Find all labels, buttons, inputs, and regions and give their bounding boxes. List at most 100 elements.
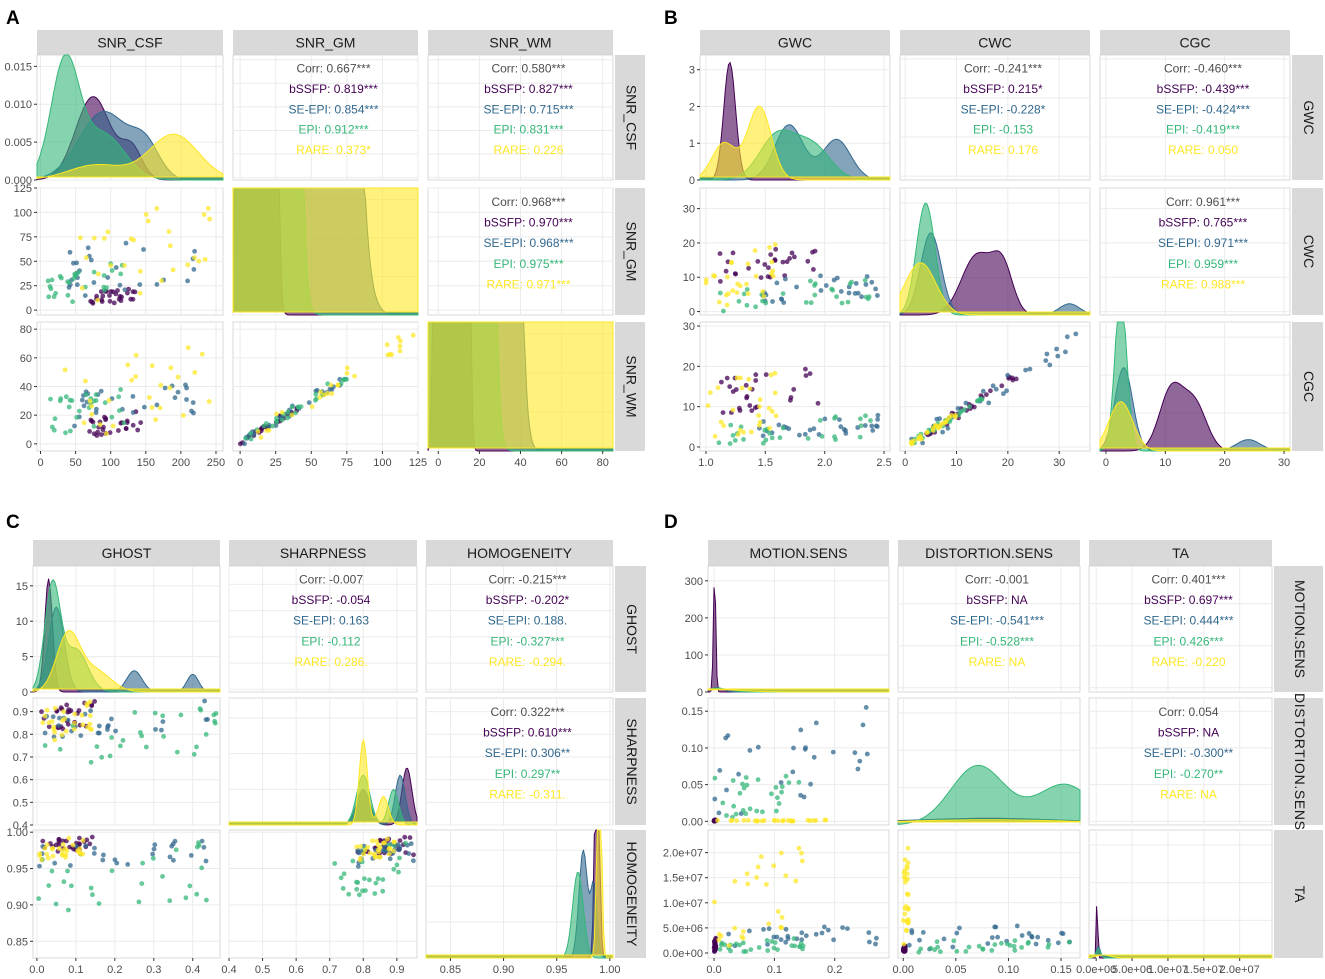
point-rare bbox=[370, 838, 375, 844]
density-epi bbox=[897, 764, 1081, 825]
point-rare bbox=[321, 392, 327, 398]
point-se-epi bbox=[1014, 923, 1020, 929]
point-bssfp bbox=[789, 250, 795, 256]
point-se-epi bbox=[783, 939, 789, 945]
point-epi bbox=[46, 294, 52, 300]
point-se-epi bbox=[986, 400, 992, 406]
point-epi bbox=[67, 397, 73, 403]
point-rare bbox=[108, 263, 114, 268]
point-epi bbox=[808, 300, 814, 306]
point-epi bbox=[118, 271, 124, 277]
point-rare bbox=[735, 281, 740, 287]
cell-2-1: 0 10 20 30 bbox=[899, 321, 1091, 469]
point-se-epi bbox=[941, 936, 947, 942]
cell-2-1: 0.4 0.5 0.6 0.7 0.8 0.9 bbox=[221, 829, 418, 976]
point-se-epi bbox=[306, 400, 312, 405]
point-epi bbox=[107, 753, 113, 759]
y-tick-label: 0.015 bbox=[4, 61, 32, 73]
point-epi bbox=[743, 775, 749, 780]
point-bssfp bbox=[107, 293, 112, 298]
point-se-epi bbox=[845, 926, 850, 931]
row-strip-label: DISTORTION.SENS bbox=[1292, 693, 1308, 830]
y-tick-label: 0 bbox=[26, 439, 32, 451]
point-rare bbox=[45, 855, 51, 861]
cell-1-2: Corr: 0.054 bSSFP: NA SE-EPI: -0.300** EPI:… bbox=[1088, 697, 1273, 826]
point-se-epi bbox=[72, 423, 77, 429]
x-tick-label: 0 bbox=[1103, 457, 1109, 469]
point-epi bbox=[71, 276, 77, 281]
point-epi bbox=[94, 744, 100, 749]
point-se-epi bbox=[154, 282, 160, 287]
point-se-epi bbox=[153, 727, 158, 732]
point-bssfp bbox=[99, 432, 104, 437]
point-se-epi bbox=[870, 428, 876, 433]
point-rare bbox=[309, 404, 315, 410]
point-bssfp bbox=[111, 300, 117, 306]
column-strip bbox=[428, 30, 613, 55]
corr-corr: Corr: 0.322*** bbox=[490, 705, 564, 719]
x-tick-label: 2.0e+07 bbox=[1220, 964, 1260, 976]
point-rare bbox=[741, 429, 746, 435]
row-strip bbox=[615, 322, 645, 451]
point-epi bbox=[152, 710, 158, 716]
point-rare bbox=[779, 915, 785, 920]
density-rare bbox=[228, 738, 418, 826]
point-bssfp bbox=[397, 838, 403, 843]
point-rare bbox=[712, 433, 718, 439]
point-epi bbox=[966, 944, 972, 950]
row-strip-label: TA bbox=[1292, 886, 1308, 904]
point-rare bbox=[101, 236, 107, 241]
point-se-epi bbox=[985, 941, 991, 946]
point-epi bbox=[74, 415, 79, 420]
point-epi bbox=[178, 712, 184, 718]
point-epi bbox=[730, 778, 736, 783]
y-tick-label: 30 bbox=[683, 321, 695, 333]
point-epi bbox=[211, 712, 217, 718]
point-bssfp bbox=[99, 299, 105, 304]
point-se-epi bbox=[408, 841, 414, 847]
cell-0-0: 0 1 2 3 bbox=[689, 54, 891, 187]
point-bssfp bbox=[713, 943, 719, 949]
point-se-epi bbox=[811, 426, 817, 432]
point-epi bbox=[868, 418, 873, 423]
point-rare bbox=[374, 838, 379, 844]
point-rare bbox=[740, 929, 746, 934]
point-se-epi bbox=[68, 863, 73, 868]
point-rare bbox=[744, 281, 749, 287]
point-epi bbox=[391, 866, 397, 872]
point-se-epi bbox=[203, 717, 209, 722]
point-epi bbox=[391, 843, 397, 848]
point-rare bbox=[398, 338, 403, 344]
point-rare bbox=[734, 818, 740, 824]
point-bssfp bbox=[747, 403, 753, 408]
x-tick-label: 5.0e+06 bbox=[1112, 964, 1152, 976]
corr-se-epi: SE-EPI: 0.968*** bbox=[483, 236, 573, 250]
point-se-epi bbox=[920, 930, 926, 935]
point-se-epi bbox=[874, 935, 879, 941]
point-se-epi bbox=[770, 299, 775, 304]
point-se-epi bbox=[105, 275, 111, 280]
point-rare bbox=[133, 352, 139, 358]
point-rare bbox=[56, 846, 62, 851]
point-se-epi bbox=[85, 245, 91, 251]
point-rare bbox=[730, 407, 736, 413]
point-se-epi bbox=[96, 730, 102, 736]
point-epi bbox=[274, 415, 279, 421]
point-se-epi bbox=[96, 723, 102, 729]
point-se-epi bbox=[190, 400, 196, 405]
point-se-epi bbox=[184, 385, 190, 391]
point-rare bbox=[904, 891, 910, 897]
point-rare bbox=[392, 839, 397, 845]
panel-letter: A bbox=[6, 8, 20, 29]
point-rare bbox=[79, 712, 85, 718]
point-rare bbox=[738, 375, 743, 381]
y-tick-label: 100 bbox=[14, 207, 32, 219]
point-se-epi bbox=[803, 933, 809, 939]
point-rare bbox=[157, 405, 163, 411]
y-tick-label: 5.0e+06 bbox=[663, 923, 703, 935]
point-rare bbox=[729, 260, 734, 265]
point-epi bbox=[48, 286, 54, 292]
point-rare bbox=[42, 713, 48, 719]
point-epi bbox=[36, 896, 42, 901]
point-se-epi bbox=[113, 265, 119, 270]
